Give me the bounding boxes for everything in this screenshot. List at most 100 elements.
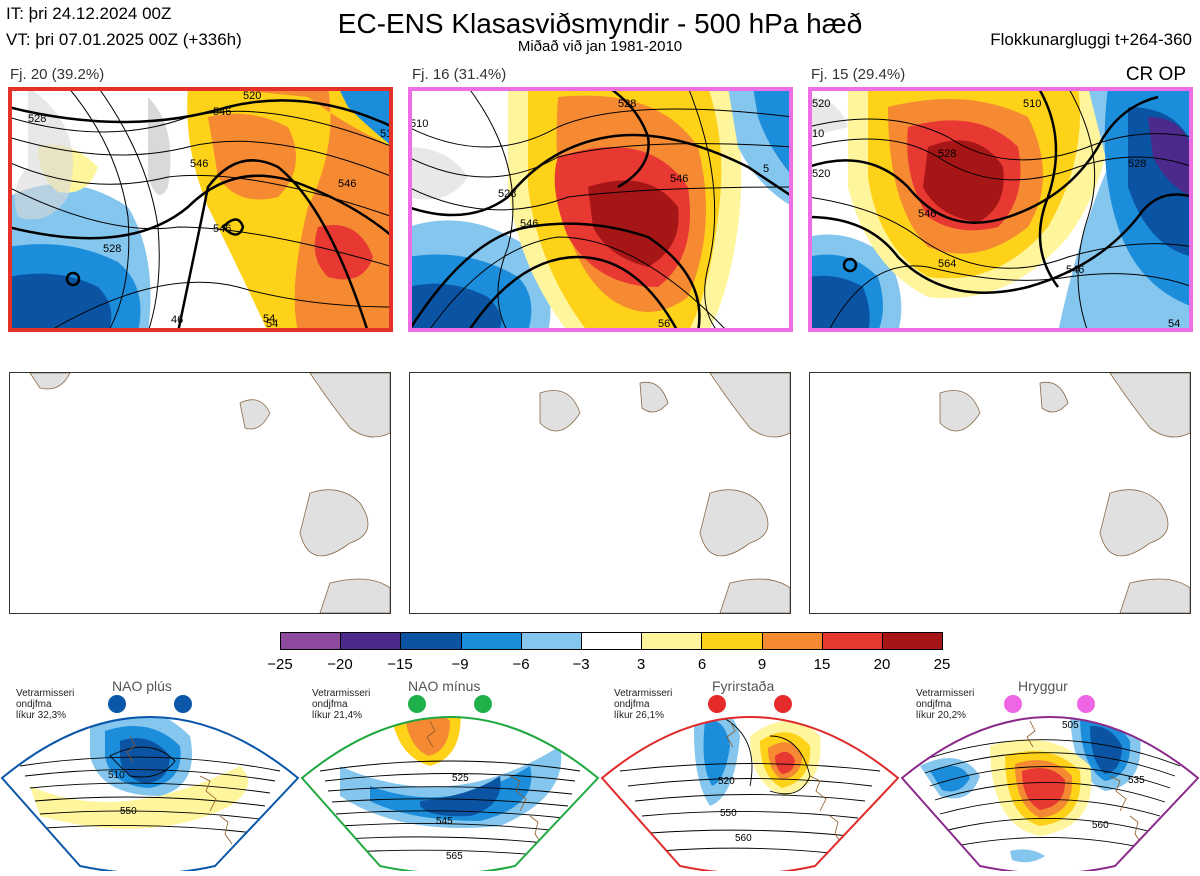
contour-label: 510	[410, 118, 428, 130]
regime-months: ondjfma	[312, 699, 348, 710]
regime-dot	[474, 695, 492, 713]
regime-panel-ridge: 505 535 560 Hryggur Vetrarmisseri ondjfm…	[900, 676, 1200, 875]
colorbar-tick: 3	[636, 656, 646, 673]
page-title: EC-ENS Klasasviðsmyndir - 500 hPa hæð	[337, 8, 863, 39]
cluster-border-2	[408, 87, 793, 332]
colorbar-tick: −6	[512, 656, 530, 673]
cluster-map-3: 528 546 564 546 528 510 520 520 10 54	[808, 87, 1193, 332]
contour-label: 546	[213, 223, 231, 235]
contour-label: 54	[263, 313, 275, 325]
contour-label: 528	[103, 243, 121, 255]
regime-name: Fyrirstaða	[712, 678, 775, 694]
contour-label: 535	[1128, 775, 1145, 786]
contour-label: 528	[618, 98, 636, 110]
valid-time: VT: þri 07.01.2025 00Z (+336h)	[6, 30, 242, 49]
colorbar-tick: −9	[451, 656, 469, 673]
contour-label: 528	[938, 148, 956, 160]
cluster-map-1: 520 546 546 528 546 528 546 54 510 46 54	[8, 87, 393, 332]
contour-label: 5	[763, 163, 769, 175]
colorbar-tick: −15	[387, 656, 413, 673]
base-map-2	[409, 372, 791, 614]
contour-label: 564	[938, 258, 956, 270]
contour-label: 546	[190, 158, 208, 170]
contour-label: 550	[120, 806, 137, 817]
base-map-1	[9, 372, 391, 614]
contour-label: 528	[1128, 158, 1146, 170]
contour-label: 545	[436, 816, 453, 827]
cluster-label-3: Fj. 15 (29.4%)	[811, 66, 906, 83]
contour-label: 54	[266, 318, 278, 330]
colorbar-tick: 20	[873, 656, 891, 673]
regime-dot	[174, 695, 192, 713]
contour-label: 10	[812, 128, 824, 140]
contour-label: 546	[1066, 264, 1084, 276]
regime-season: Vetrarmisseri	[614, 688, 673, 699]
colorbar-swatch	[341, 633, 402, 649]
colorbar-swatch	[822, 633, 883, 649]
colorbar-swatch	[882, 633, 943, 649]
subtitle: Miðað við jan 1981-2010	[517, 38, 683, 55]
init-time: IT: þri 24.12.2024 00Z	[6, 4, 172, 23]
colorbar-swatch	[642, 633, 703, 649]
colorbar-swatch	[281, 633, 342, 649]
colorbar-swatch	[581, 633, 643, 649]
anomaly-colorbar	[280, 632, 943, 650]
contour-label: 520	[718, 776, 735, 787]
regime-dot	[708, 695, 726, 713]
regime-dot	[1077, 695, 1095, 713]
cluster-border-1	[8, 87, 393, 332]
colorbar-tick: 9	[757, 656, 767, 673]
colorbar-tick: −3	[572, 656, 590, 673]
cluster-border-3	[808, 87, 1193, 332]
regime-probability: líkur 20,2%	[916, 710, 967, 721]
contour-label: 56	[658, 318, 670, 330]
contour-label: 46	[171, 314, 183, 326]
colorbar-swatch	[762, 633, 823, 649]
colorbar-swatch	[521, 633, 582, 649]
regime-panel-nao-minus: 525 545 565 NAO mínus Vetrarmisseri ondj…	[300, 676, 600, 875]
regime-name: Hryggur	[1018, 678, 1068, 694]
cluster-map-2: 528 546 528 546 510 56 5	[408, 87, 793, 332]
contour-label: 546	[918, 208, 936, 220]
regime-dot	[774, 695, 792, 713]
contour-label: 560	[1092, 820, 1109, 831]
colorbar-swatch	[702, 633, 763, 649]
colorbar-tick: −25	[267, 656, 293, 673]
colorbar-swatch	[461, 633, 522, 649]
contour-label: 546	[213, 106, 231, 118]
cluster-label-2: Fj. 16 (31.4%)	[412, 66, 507, 83]
contour-label: 546	[338, 178, 356, 190]
regime-season: Vetrarmisseri	[16, 688, 75, 699]
regime-name: NAO mínus	[408, 678, 481, 694]
colorbar-tick: 25	[933, 656, 951, 673]
colorbar-swatch	[401, 633, 462, 649]
contour-label: 550	[720, 808, 737, 819]
base-map-3	[809, 372, 1191, 614]
contour-label: 528	[498, 188, 516, 200]
contour-label: 510	[108, 770, 125, 781]
contour-label: 505	[1062, 720, 1079, 731]
cluster-label-1: Fj. 20 (39.2%)	[10, 66, 105, 83]
colorbar-tick: 15	[813, 656, 831, 673]
regime-season: Vetrarmisseri	[312, 688, 371, 699]
contour-label: 528	[28, 113, 46, 125]
regime-dot	[1004, 695, 1022, 713]
regime-probability: líkur 21,4%	[312, 710, 363, 721]
contour-label: 520	[812, 168, 830, 180]
contour-label: 520	[243, 90, 261, 102]
regime-probability: líkur 26,1%	[614, 710, 665, 721]
colorbar-tick: −20	[327, 656, 353, 673]
colorbar-tick: 6	[697, 656, 707, 673]
regime-season: Vetrarmisseri	[916, 688, 975, 699]
contour-label: 525	[452, 773, 469, 784]
regime-months: ondjfma	[614, 699, 650, 710]
regime-code: CR OP	[1125, 64, 1186, 85]
regime-probability: líkur 32,3%	[16, 710, 67, 721]
contour-label: 510	[1023, 98, 1041, 110]
classification-window: Flokkunargluggi t+264-360	[990, 30, 1192, 49]
regime-dot	[408, 695, 426, 713]
contour-label: 520	[812, 98, 830, 110]
contour-label: 54	[1168, 318, 1180, 330]
regime-months: ondjfma	[916, 699, 952, 710]
contour-label: 546	[670, 173, 688, 185]
